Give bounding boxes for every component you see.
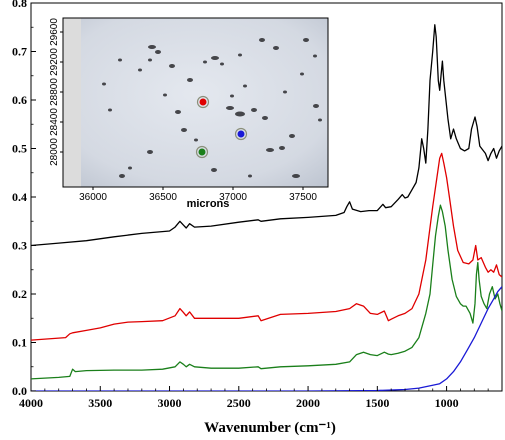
particle xyxy=(226,106,234,110)
inset-particles xyxy=(102,38,322,178)
marker-ring xyxy=(234,127,248,141)
inset-x-tick-label: 37000 xyxy=(219,192,247,203)
x-tick-label: 1000 xyxy=(435,396,459,410)
spectrum-line-3 xyxy=(31,204,502,380)
inset-y-tick-label: 29600 xyxy=(49,18,60,46)
y-tick-label: 0.0 xyxy=(12,384,27,398)
particle xyxy=(128,166,132,170)
inset-x-tick-label: 36000 xyxy=(79,192,107,203)
particle xyxy=(155,50,161,54)
y-tick-label: 0.8 xyxy=(12,0,27,10)
marker-ring xyxy=(195,145,209,159)
x-axis-title: Wavenumber (cm⁻¹) xyxy=(204,420,336,436)
y-tick-label: 0.6 xyxy=(12,93,27,107)
particle xyxy=(147,150,153,154)
inset-x-axis: 36000 36500 37000 37500 xyxy=(79,187,317,203)
particle xyxy=(181,128,187,132)
particle xyxy=(220,62,224,66)
sampling-point-marker xyxy=(198,148,206,156)
particle xyxy=(283,90,287,94)
particle xyxy=(303,38,309,42)
y-tick-label: 0.1 xyxy=(12,336,27,350)
particle xyxy=(118,58,122,62)
y-tick-label: 0.7 xyxy=(12,45,27,59)
particle xyxy=(259,38,265,42)
inset-microscope-image: 36000 36500 37000 37500 28000 28400 28800 2920… xyxy=(49,16,329,210)
particle xyxy=(279,146,285,150)
inset-y-axis: 28000 28400 28800 29200 29600 xyxy=(49,18,63,166)
particle xyxy=(313,104,319,108)
inset-frame xyxy=(62,17,329,188)
sampling-point-marker xyxy=(199,98,207,106)
x-tick-label: 4000 xyxy=(19,396,43,410)
spectra-series xyxy=(31,24,502,391)
inset-y-tick-label: 28400 xyxy=(49,108,60,136)
particle xyxy=(292,174,300,178)
particle xyxy=(169,64,175,68)
particle xyxy=(211,168,217,172)
particle xyxy=(148,45,156,49)
particle xyxy=(251,108,257,112)
inset-x-tick-label: 37500 xyxy=(289,192,317,203)
particle xyxy=(148,58,152,62)
particle xyxy=(318,118,322,122)
x-tick-label: 1500 xyxy=(365,396,389,410)
inset-x-axis-title: microns xyxy=(187,198,230,210)
particle xyxy=(119,174,125,178)
y-tick-label: 0.4 xyxy=(12,190,27,204)
inset-y-tick-label: 28000 xyxy=(49,138,60,166)
inset-left-band xyxy=(63,18,81,187)
x-axis: 4000 3500 3000 2500 2000 1500 1000 xyxy=(19,386,503,410)
inset-markers xyxy=(195,95,248,159)
x-tick-label: 2000 xyxy=(296,396,320,410)
y-tick-label: 0.5 xyxy=(12,142,27,156)
particle xyxy=(243,84,247,88)
inset-micrograph xyxy=(63,18,328,187)
x-tick-label: 3000 xyxy=(158,396,182,410)
particle xyxy=(194,138,198,142)
particle xyxy=(163,93,167,97)
particle xyxy=(248,174,252,178)
particle xyxy=(238,53,242,57)
particle xyxy=(289,134,295,138)
y-axis: 0.0 0.1 0.2 0.3 0.4 0.5 0.6 0.7 0.8 xyxy=(12,0,36,398)
particle xyxy=(203,60,207,64)
inset-y-tick-label: 29200 xyxy=(49,48,60,76)
x-tick-label: 2500 xyxy=(227,396,251,410)
particle xyxy=(235,111,245,117)
particle xyxy=(211,56,219,60)
marker-ring xyxy=(196,95,210,109)
particle xyxy=(300,72,304,76)
y-tick-label: 0.3 xyxy=(12,239,27,253)
particle xyxy=(262,116,268,120)
particle xyxy=(313,54,317,58)
sampling-point-marker xyxy=(237,130,245,138)
particle xyxy=(266,148,274,152)
inset-x-tick-label: 36500 xyxy=(149,192,177,203)
particle xyxy=(187,78,193,82)
particle xyxy=(138,68,142,72)
particle xyxy=(102,82,106,86)
particle xyxy=(230,94,234,98)
spectrum-line-4 xyxy=(31,286,502,391)
x-tick-label: 3500 xyxy=(88,396,112,410)
inset-y-tick-label: 28800 xyxy=(49,78,60,106)
particle xyxy=(175,110,181,114)
spectrum-line-2 xyxy=(31,152,502,341)
particle xyxy=(273,46,279,50)
particle xyxy=(108,108,112,112)
y-tick-label: 0.2 xyxy=(12,287,27,301)
spectrum-line-1 xyxy=(31,24,502,247)
